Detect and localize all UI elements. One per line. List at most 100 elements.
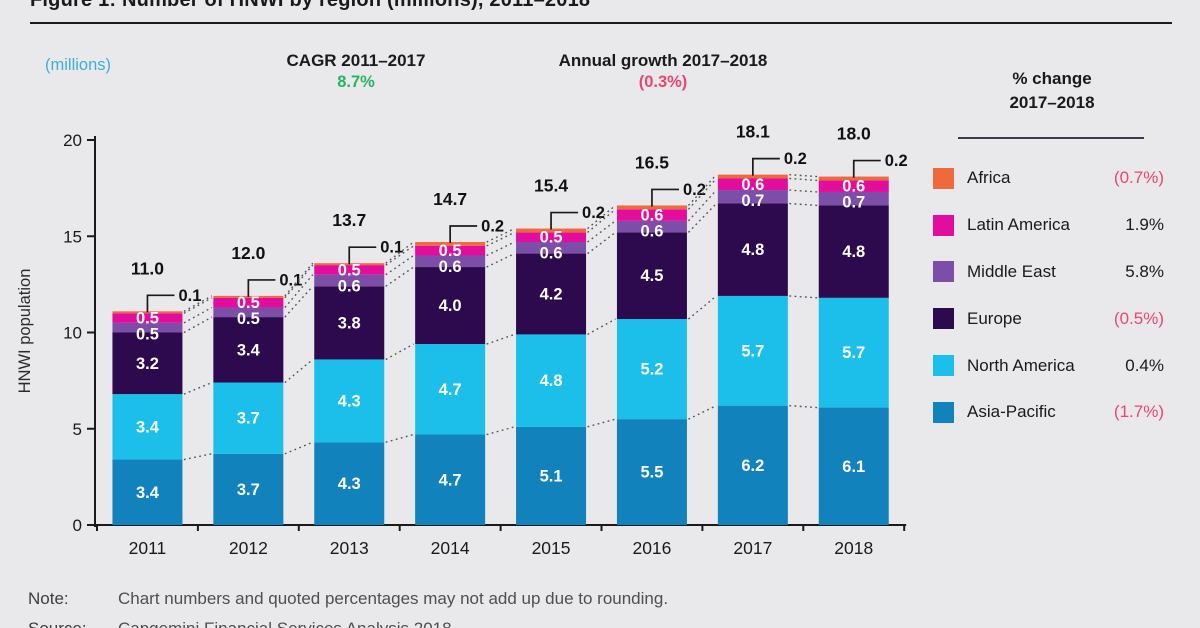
connector-dotted-line [587,204,616,230]
legend-item-north-america: North America 0.4% [933,342,1164,389]
bar-segment-latin-america-2012 [213,297,284,308]
segment-value-label: 3.4 [237,341,261,359]
connector-dotted-line [385,433,414,443]
x-category-label: 2011 [129,538,167,558]
x-category-label: 2016 [632,538,671,558]
connector-dotted-line [789,202,818,207]
bar-segment-asia-pacific-2011 [112,459,183,525]
callout-bracket [651,188,679,207]
middle-east-swatch [933,261,954,283]
y-tick-label: 15 [63,227,82,246]
latin-america-swatch [933,214,954,236]
callout-bracket [348,246,377,265]
x-category-label: 2012 [229,538,268,558]
segment-value-label: 6.1 [842,458,865,476]
bar-segment-north-america-2011 [112,394,183,460]
segment-value-label: 0.6 [741,176,764,194]
x-category-label: 2017 [733,538,772,558]
legend-item-middle-east: Middle East 5.8% [933,249,1164,296]
segment-value-label: 5.2 [640,361,663,379]
note-label: Note: [28,589,69,608]
bar-segment-europe-2013 [314,286,385,360]
bar-segment-middle-east-2011 [112,322,183,333]
y-tick-label: 5 [73,420,82,439]
bar-segment-europe-2016 [616,232,687,320]
segment-value-label: 0.6 [640,207,663,225]
legend-item-europe: Europe (0.5%) [933,295,1164,342]
segment-value-label: 6.2 [741,457,764,475]
connector-dotted-line [385,266,415,287]
connector-dotted-line [183,295,213,312]
connector-dotted-line [385,241,415,264]
segment-value-label: 3.2 [136,355,159,373]
bar-total-label: 13.7 [332,210,366,230]
callout-bracket [449,225,478,244]
legend-value: 5.8% [1125,261,1164,281]
legend: Africa (0.7%) Latin America 1.9% Middle East… [933,155,1164,436]
y-tick-label: 0 [73,516,82,535]
connector-dotted-line [587,208,616,233]
segment-value-label: 4.2 [540,286,563,304]
bar-segment-middle-east-2018 [818,191,889,206]
bar-segment-asia-pacific-2013 [314,442,385,525]
segment-value-label: 0.5 [237,294,260,312]
connector-dotted-line [284,274,314,308]
connector-dotted-line [385,245,415,266]
bar-total-label: 11.0 [131,258,164,278]
connector-dotted-line [587,231,616,255]
bar-total-label: 18.1 [736,122,770,142]
y-tick-label: 20 [63,131,82,150]
africa-callout-label: 0.1 [380,239,403,257]
bar-segment-africa-2014 [415,242,486,246]
figure-title: Figure 1: Number of HNWI by region (mill… [30,0,591,11]
segment-value-label: 0.5 [540,229,563,247]
bar-total-label: 12.0 [231,243,265,263]
africa-callout-label: 0.2 [885,152,908,170]
bar-segment-latin-america-2017 [717,178,788,191]
segment-value-label: 4.3 [338,392,361,410]
connector-dotted-line [789,404,818,409]
legend-item-africa: Africa (0.7%) [933,155,1164,202]
bar-segment-asia-pacific-2016 [616,419,687,525]
segment-value-label: 0.6 [540,245,563,263]
bar-segment-asia-pacific-2017 [717,405,788,525]
segment-value-label: 5.5 [640,464,663,482]
connector-dotted-line [183,453,212,461]
bar-segment-latin-america-2016 [616,209,687,221]
connector-dotted-line [688,405,717,420]
bar-segment-latin-america-2013 [314,265,385,275]
connector-dotted-line [687,203,717,233]
connector-dotted-line [687,178,717,210]
legend-value: (1.7%) [1113,402,1164,422]
segment-value-label: 3.7 [237,410,260,428]
bar-segment-asia-pacific-2018 [818,407,889,525]
connector-dotted-line [284,264,314,299]
legend-label: Asia-Pacific [967,402,1056,422]
bar-segment-latin-america-2011 [112,313,183,323]
bar-segment-africa-2016 [616,205,687,210]
title-divider [30,22,1172,24]
connector-dotted-line [789,177,818,182]
connector-dotted-line [284,358,314,384]
connector-dotted-line [284,285,314,318]
connector-dotted-line [486,426,515,436]
connector-dotted-line [486,333,515,345]
connector-dotted-line [183,297,213,314]
bar-total-label: 18.0 [837,124,871,144]
x-category-label: 2018 [834,538,873,558]
bar-segment-asia-pacific-2014 [415,434,486,525]
cagr-value: 8.7% [337,73,375,91]
legend-title-underline [958,137,1144,139]
legend-label: Middle East [967,261,1056,281]
bar-segment-north-america-2016 [616,319,687,420]
callout-bracket [247,279,276,297]
bar-total-label: 16.5 [635,152,669,172]
segment-value-label: 0.5 [237,310,260,328]
callout-bracket [550,211,579,230]
bar-segment-north-america-2014 [415,344,486,435]
segment-value-label: 0.7 [842,194,865,212]
legend-item-latin-america: Latin America 1.9% [933,202,1164,249]
segment-value-label: 0.5 [136,326,159,344]
